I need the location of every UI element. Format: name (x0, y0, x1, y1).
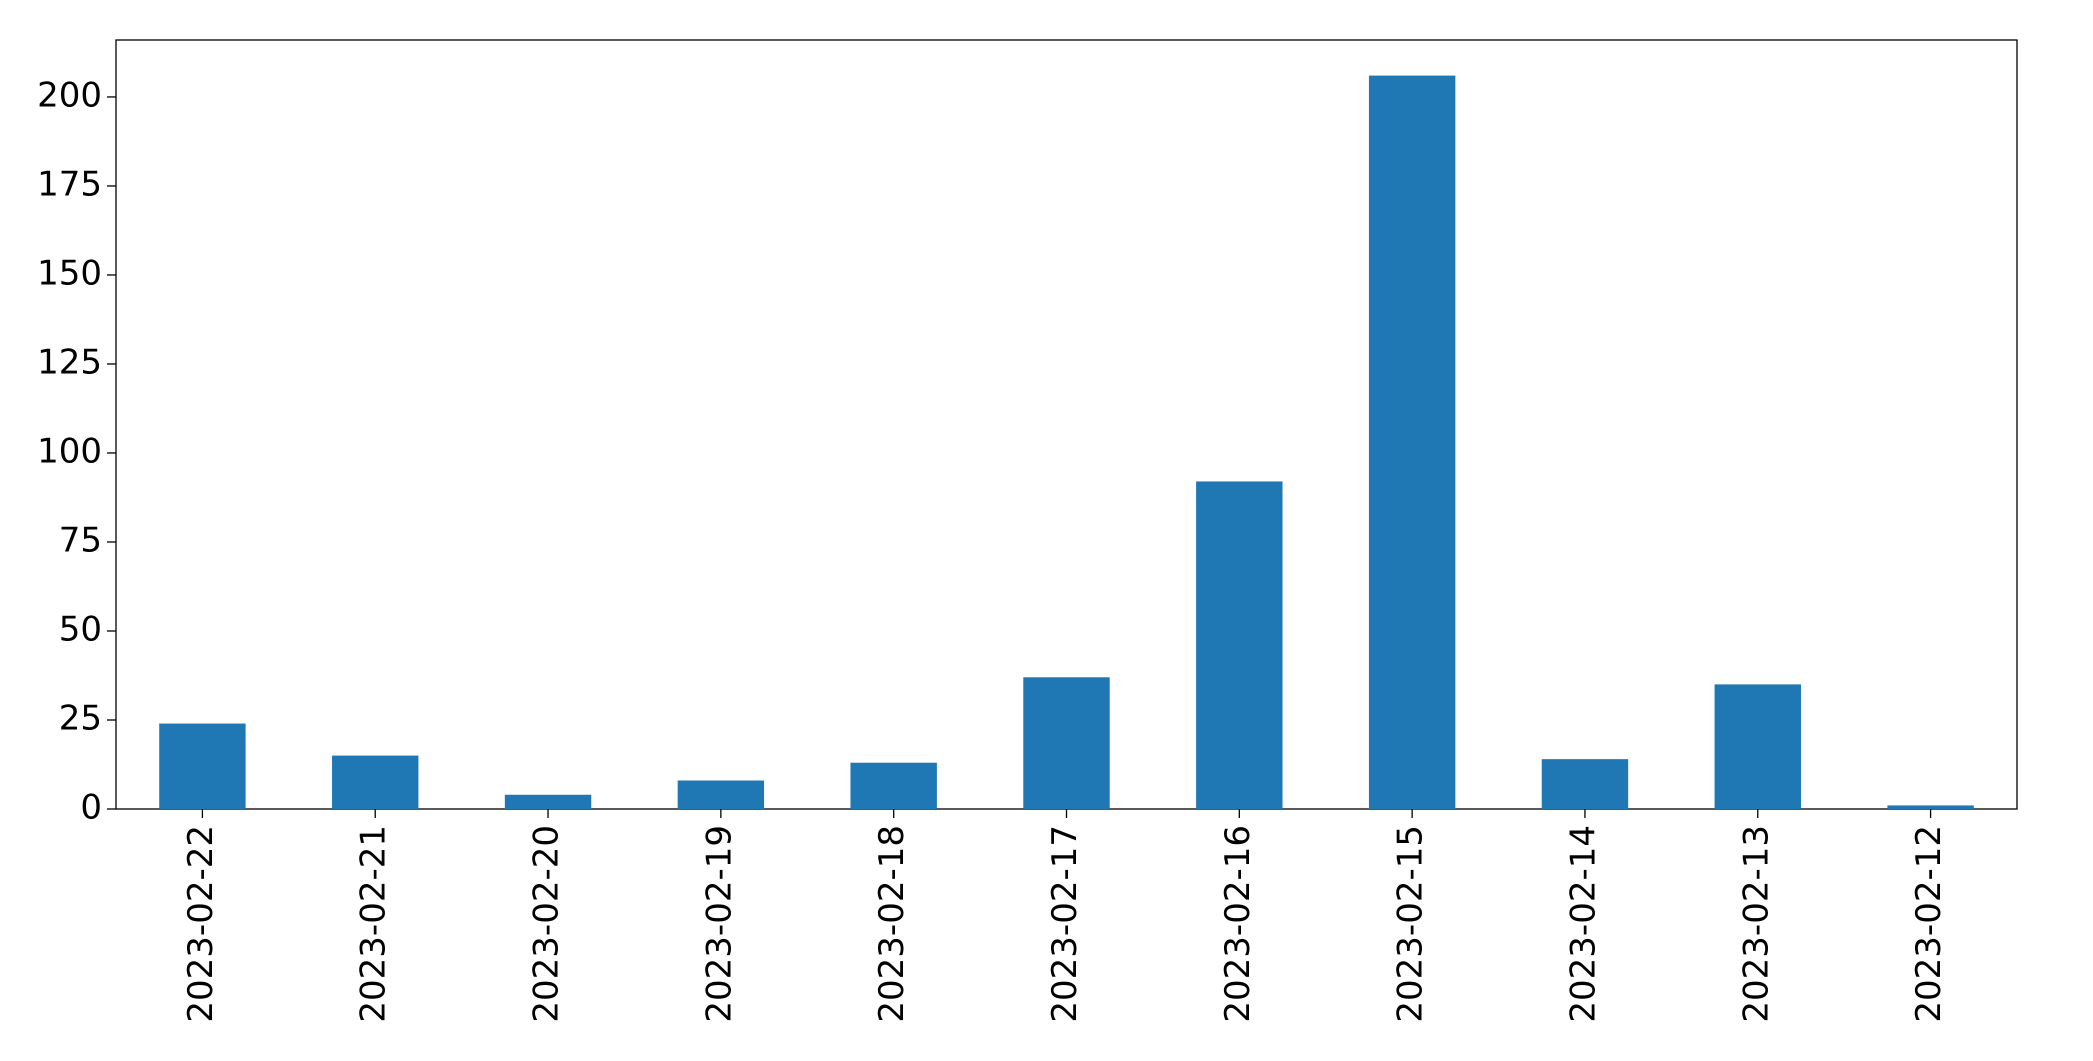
bar (677, 780, 765, 809)
y-tick-label: 200 (37, 75, 102, 115)
bar (1541, 759, 1629, 809)
bar (1714, 684, 1801, 809)
x-tick-label: 2023-02-16 (1218, 825, 1258, 1023)
x-tick-label: 2023-02-20 (527, 825, 567, 1023)
y-tick-label: 175 (37, 164, 102, 204)
bar (1368, 75, 1456, 809)
y-tick-label: 50 (59, 609, 102, 649)
bar (1023, 677, 1110, 809)
x-tick-label: 2023-02-19 (699, 825, 739, 1023)
bar (1887, 805, 1974, 809)
x-tick-label: 2023-02-12 (1909, 825, 1949, 1023)
bar (504, 794, 592, 809)
x-tick-label: 2023-02-21 (354, 825, 394, 1023)
x-tick-label: 2023-02-14 (1563, 825, 1603, 1023)
x-tick-label: 2023-02-13 (1736, 825, 1776, 1023)
x-tick-label: 2023-02-22 (181, 825, 221, 1023)
x-tick-label: 2023-02-18 (872, 825, 912, 1023)
y-tick-label: 100 (37, 431, 102, 471)
y-tick-label: 25 (59, 698, 102, 738)
y-tick-label: 150 (37, 253, 102, 293)
y-tick-label: 125 (37, 342, 102, 382)
y-tick-label: 0 (80, 788, 102, 828)
x-tick-label: 2023-02-15 (1391, 825, 1431, 1023)
bar (1196, 481, 1283, 809)
x-tick-label: 2023-02-17 (1045, 825, 1085, 1023)
bar (332, 755, 419, 809)
bar (159, 723, 246, 809)
bar (850, 762, 937, 809)
y-tick-label: 75 (59, 520, 102, 560)
